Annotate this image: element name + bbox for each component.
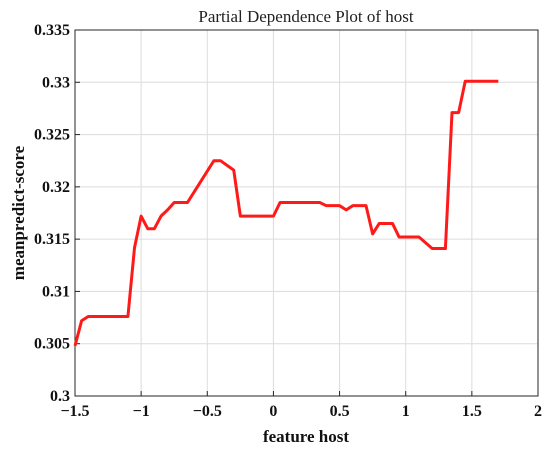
axis-ticks: −1.5 −1 −0.5 0 0.5 1 1.5 2 0.3 0.305 0.31 0.315 0.32…	[34, 22, 542, 420]
y-tick-label: 0.305	[34, 336, 70, 353]
y-tick-label: 0.3	[50, 388, 70, 405]
x-tick-label: 1	[402, 403, 410, 420]
plot-frame	[74, 29, 539, 397]
x-tick-label: −1	[133, 403, 150, 420]
x-tick-label: 2	[534, 403, 542, 420]
y-tick-label: 0.315	[34, 231, 70, 248]
y-tick-label: 0.33	[42, 74, 70, 91]
grid-lines	[75, 30, 538, 396]
x-tick-label: −1.5	[60, 403, 89, 420]
x-axis-label: feature host	[263, 427, 349, 446]
x-tick-label: 0	[269, 403, 277, 420]
series-line	[73, 79, 499, 347]
series-layer	[73, 79, 499, 347]
x-tick-label: 1.5	[462, 403, 482, 420]
x-tick-label: −0.5	[193, 403, 222, 420]
x-tick-label: 0.5	[330, 403, 350, 420]
chart-title: Partial Dependence Plot of host	[198, 7, 414, 26]
y-axis-label: meanpredict-score	[9, 145, 28, 280]
y-tick-label: 0.32	[42, 179, 70, 196]
y-tick-label: 0.325	[34, 127, 70, 144]
y-tick-label: 0.31	[42, 283, 70, 300]
y-tick-label: 0.335	[34, 22, 70, 39]
